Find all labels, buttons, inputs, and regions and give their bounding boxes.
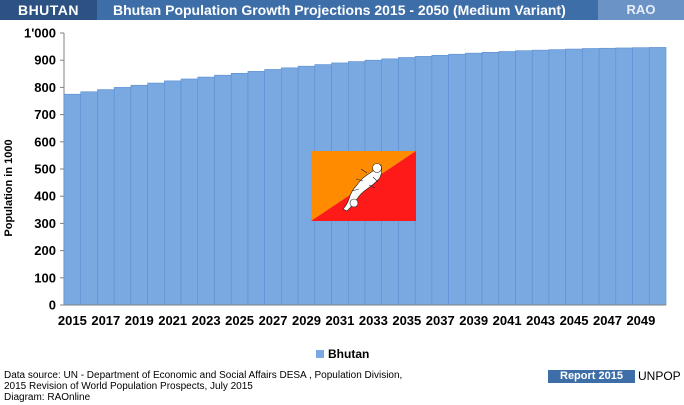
y-tick-label: 800 [34,80,56,95]
x-axis: 2015 2017 2019 2021 2023 2025 2027 2029 2031 2033… [58,304,666,328]
bar-2019 [130,84,148,306]
dragon-emblem [342,163,382,212]
x-tick-label: 2025 [225,313,254,328]
bar-2038 [448,53,466,306]
x-tick-label: 2039 [459,313,488,328]
bar-2041 [498,51,516,306]
y-axis-title: Population in 1000 [3,139,15,236]
y-tick-label: 200 [34,243,56,258]
bar-2018 [113,87,132,306]
source-line: 2015 Revision of World Population Prospe… [4,381,253,392]
bar-2046 [582,48,600,306]
publisher-label: UNPOP [638,369,681,383]
bar-2040 [481,52,500,306]
bar-2047 [598,47,617,306]
header-bar: BHUTAN Bhutan Population Growth Projecti… [0,0,684,20]
country-label: BHUTAN [0,0,97,20]
y-tick-label: 500 [34,162,56,177]
x-tick-label: 2033 [359,313,388,328]
bar-2039 [465,52,483,306]
x-tick-label: 2043 [526,313,555,328]
bar-2023 [197,76,215,306]
y-tick-label: 900 [34,53,56,68]
chart-title: Bhutan Population Growth Projections 201… [113,2,566,18]
x-tick-label: 2027 [259,313,288,328]
x-tick-label: 2019 [125,313,154,328]
legend-label: Bhutan [328,347,369,361]
bar-2020 [147,82,165,306]
bar-2050 [648,47,667,306]
x-tick-label: 2029 [292,313,321,328]
brand-label: RAO [598,0,684,20]
x-tick-label: 2035 [392,313,421,328]
report-badge: Report 2015 [548,370,635,383]
x-tick-label: 2049 [626,313,655,328]
bar-2048 [615,47,633,306]
legend-swatch [316,350,324,358]
bar-2042 [515,50,533,306]
source-line: Data source: UN - Department of Economic… [4,370,403,381]
source-line: Diagram: RAOnline [4,392,91,403]
bar-2024 [214,74,232,306]
bar-2017 [97,89,115,306]
bar-2036 [414,56,433,306]
x-tick-label: 2015 [58,313,87,328]
x-tick-label: 2045 [560,313,589,328]
x-tick-label: 2017 [91,313,120,328]
bar-2043 [531,49,550,306]
y-tick-label: 1'000 [24,26,56,41]
bar-2028 [281,67,299,306]
bar-2044 [548,49,566,306]
legend: Bhutan [316,347,369,361]
x-tick-label: 2023 [192,313,221,328]
y-tick-label: 100 [34,270,56,285]
bar-2027 [264,69,282,306]
y-tick-label: 400 [34,189,56,204]
y-tick-label: 600 [34,134,56,149]
bhutan-flag-icon [311,151,416,221]
x-tick-label: 2021 [158,313,187,328]
bar-2022 [180,78,199,306]
y-tick-label: 300 [34,216,56,231]
bar-2025 [230,72,249,306]
x-tick-label: 2031 [325,313,354,328]
y-axis: 0 100 200 300 400 500 600 700 800 900 1'000 [24,26,65,313]
bar-2026 [247,71,265,306]
bar-2037 [431,55,449,306]
y-tick-label: 0 [49,298,56,313]
x-tick-label: 2041 [493,313,522,328]
data-source: Data source: UN - Department of Economic… [4,370,402,403]
bar-2049 [632,47,650,306]
x-tick-label: 2047 [593,313,622,328]
bar-2016 [80,91,98,306]
bar-2045 [565,48,583,306]
x-tick-label: 2037 [426,313,455,328]
bar-2021 [164,80,182,306]
y-tick-label: 700 [34,107,56,122]
bar-2015 [63,93,82,306]
